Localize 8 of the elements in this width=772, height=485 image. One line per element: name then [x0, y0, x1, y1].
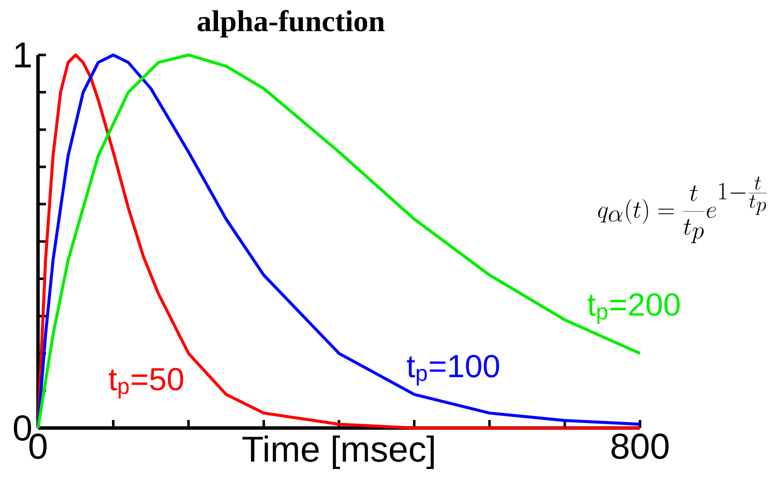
x-axis-title: Time [msec]	[242, 435, 434, 470]
y-tick-label: 1	[15, 42, 31, 68]
annotation: $q_{\alpha}(t)=\frac{t}{t_{p}}e^{1-\frac{t}{t_{p}}}$	[598, 176, 767, 244]
series-label: t$_{p}$=100	[406, 354, 500, 386]
x-tick-label: 800	[612, 434, 669, 459]
series-label: t$_{p}$=200	[588, 293, 680, 324]
series-label: t$_{p}$=50	[108, 368, 184, 399]
chart-title: alpha-function	[198, 10, 385, 38]
